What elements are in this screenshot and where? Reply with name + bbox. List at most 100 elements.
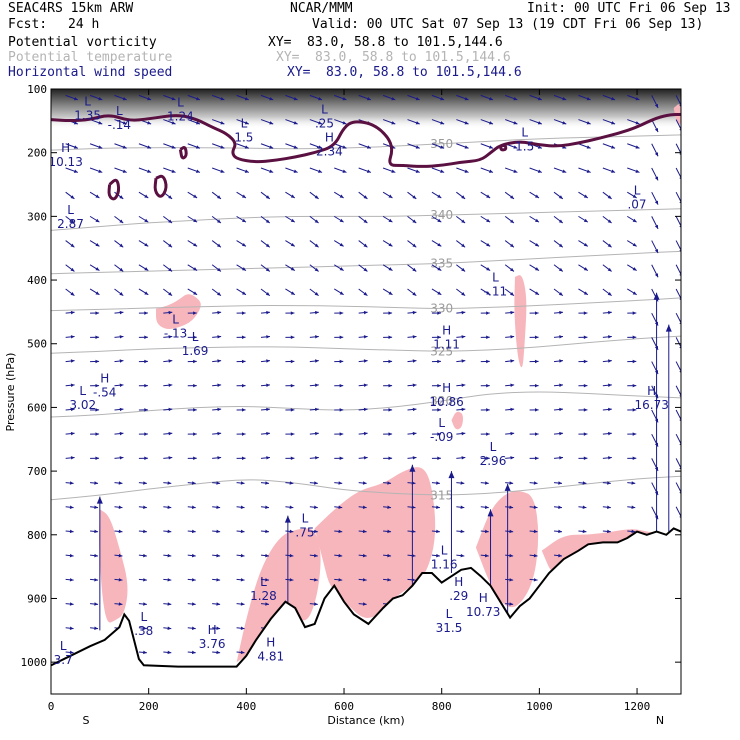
wind-vector [651, 119, 659, 133]
wind-vector [358, 431, 368, 436]
wind-vector [114, 359, 124, 363]
wind-vector [407, 94, 420, 101]
wind-vector [383, 408, 393, 412]
wind-vector [65, 602, 74, 606]
wind-vector [65, 578, 74, 582]
pv-extremum-label: L-.09 [430, 416, 453, 444]
terrain-layer [51, 527, 681, 694]
wind-vector [448, 471, 455, 573]
x-tick-label: 0 [48, 700, 55, 713]
wind-vector [651, 216, 659, 230]
wind-vector [505, 553, 514, 558]
wind-vector [456, 505, 465, 509]
pv-extremum-type: L [140, 610, 147, 624]
wind-vector [529, 578, 538, 582]
field-pv-name: Potential vorticity [8, 35, 157, 50]
wind-vector [187, 650, 196, 655]
wind-vector [334, 456, 344, 461]
pv-extremum-label: L2.96 [480, 440, 507, 468]
wind-vector [578, 505, 587, 509]
wind-vector [65, 310, 75, 315]
field-wind-xy-value: 83.0, 58.8 to 101.5,144.6 [326, 65, 522, 80]
pv-extremum-value: 1.24 [167, 110, 194, 124]
wind-vector [260, 578, 270, 582]
wind-vector [578, 335, 588, 340]
wind-vector [90, 602, 99, 606]
wind-vector [163, 288, 173, 297]
wind-vector [529, 481, 538, 485]
wind-vector [236, 167, 249, 173]
wind-vector [480, 94, 494, 101]
wind-vector [90, 383, 100, 388]
wind-vector [431, 94, 445, 101]
wind-vector [90, 505, 99, 509]
pv-extremum-label: L1.28 [250, 575, 277, 603]
wind-vector [627, 167, 640, 173]
wind-vector [236, 408, 246, 412]
wind-vector [236, 505, 245, 509]
wind-vector [553, 481, 563, 485]
wind-vector [334, 143, 347, 149]
pv-extremum-type: L [60, 639, 67, 653]
wind-vector [260, 359, 271, 363]
wind-vector [358, 529, 367, 534]
wind-vector [627, 408, 637, 412]
wind-vector [90, 626, 99, 630]
wind-vector [285, 288, 296, 296]
wind-vector [236, 119, 249, 125]
wind-vector [578, 191, 589, 199]
wind-vector [138, 335, 148, 340]
wind-vector [163, 215, 173, 224]
y-tick-label: 100 [27, 83, 47, 96]
wind-vector [407, 383, 417, 387]
wind-vector [578, 408, 588, 412]
wind-vector [334, 119, 347, 125]
wind-vector [409, 464, 416, 586]
wind-vector [260, 456, 271, 460]
wind-vector [358, 335, 368, 339]
wind-vector [602, 359, 612, 363]
wind-vector [553, 359, 564, 363]
wind-vector [602, 383, 612, 387]
wind-vector [138, 481, 147, 485]
theta-contour [51, 297, 681, 312]
wind-vector [163, 119, 176, 125]
wind-vector [163, 310, 173, 315]
wind-vector [602, 143, 616, 149]
pv-extremum-label: L.25 [315, 103, 334, 131]
x-axis-title: Distance (km) [327, 714, 404, 727]
wind-vector [309, 602, 318, 606]
wind-vector [456, 191, 466, 200]
wind-vector [236, 264, 247, 271]
fcst-label: Fcst: [8, 17, 48, 32]
wind-vector [114, 481, 123, 485]
wind-vector [187, 311, 197, 315]
y-tick-label: 500 [27, 338, 47, 351]
wind-vector [480, 240, 491, 247]
wind-vector [309, 119, 323, 125]
wind-vector [114, 602, 123, 606]
y-tick-label: 1000 [21, 656, 48, 669]
wind-vector [285, 215, 296, 223]
wind-vector [529, 119, 542, 125]
wind-vector [334, 335, 344, 340]
pv-extremum-value: 4.81 [257, 650, 284, 664]
wind-vector [358, 288, 368, 297]
wind-vector [602, 335, 612, 339]
wind-vector [309, 359, 319, 363]
wind-vector [260, 191, 271, 200]
wind-vector [665, 324, 672, 532]
wind-vector [260, 167, 274, 173]
wind-vector [309, 553, 318, 558]
pv-extremum-type: H [442, 324, 451, 338]
pv-extremum-type: L [84, 94, 91, 108]
wind-vector [260, 431, 271, 436]
theta-contour-layer: 315 320 325 330 335 340 350 [51, 134, 681, 502]
wind-vector [260, 383, 271, 387]
wind-vector [431, 408, 441, 412]
init-time: Init: 00 UTC Fri 06 Sep 13 [527, 1, 731, 16]
wind-vector [65, 456, 75, 460]
wind-vector [163, 602, 172, 606]
wind-vector [505, 481, 514, 485]
wind-vector [187, 626, 196, 630]
